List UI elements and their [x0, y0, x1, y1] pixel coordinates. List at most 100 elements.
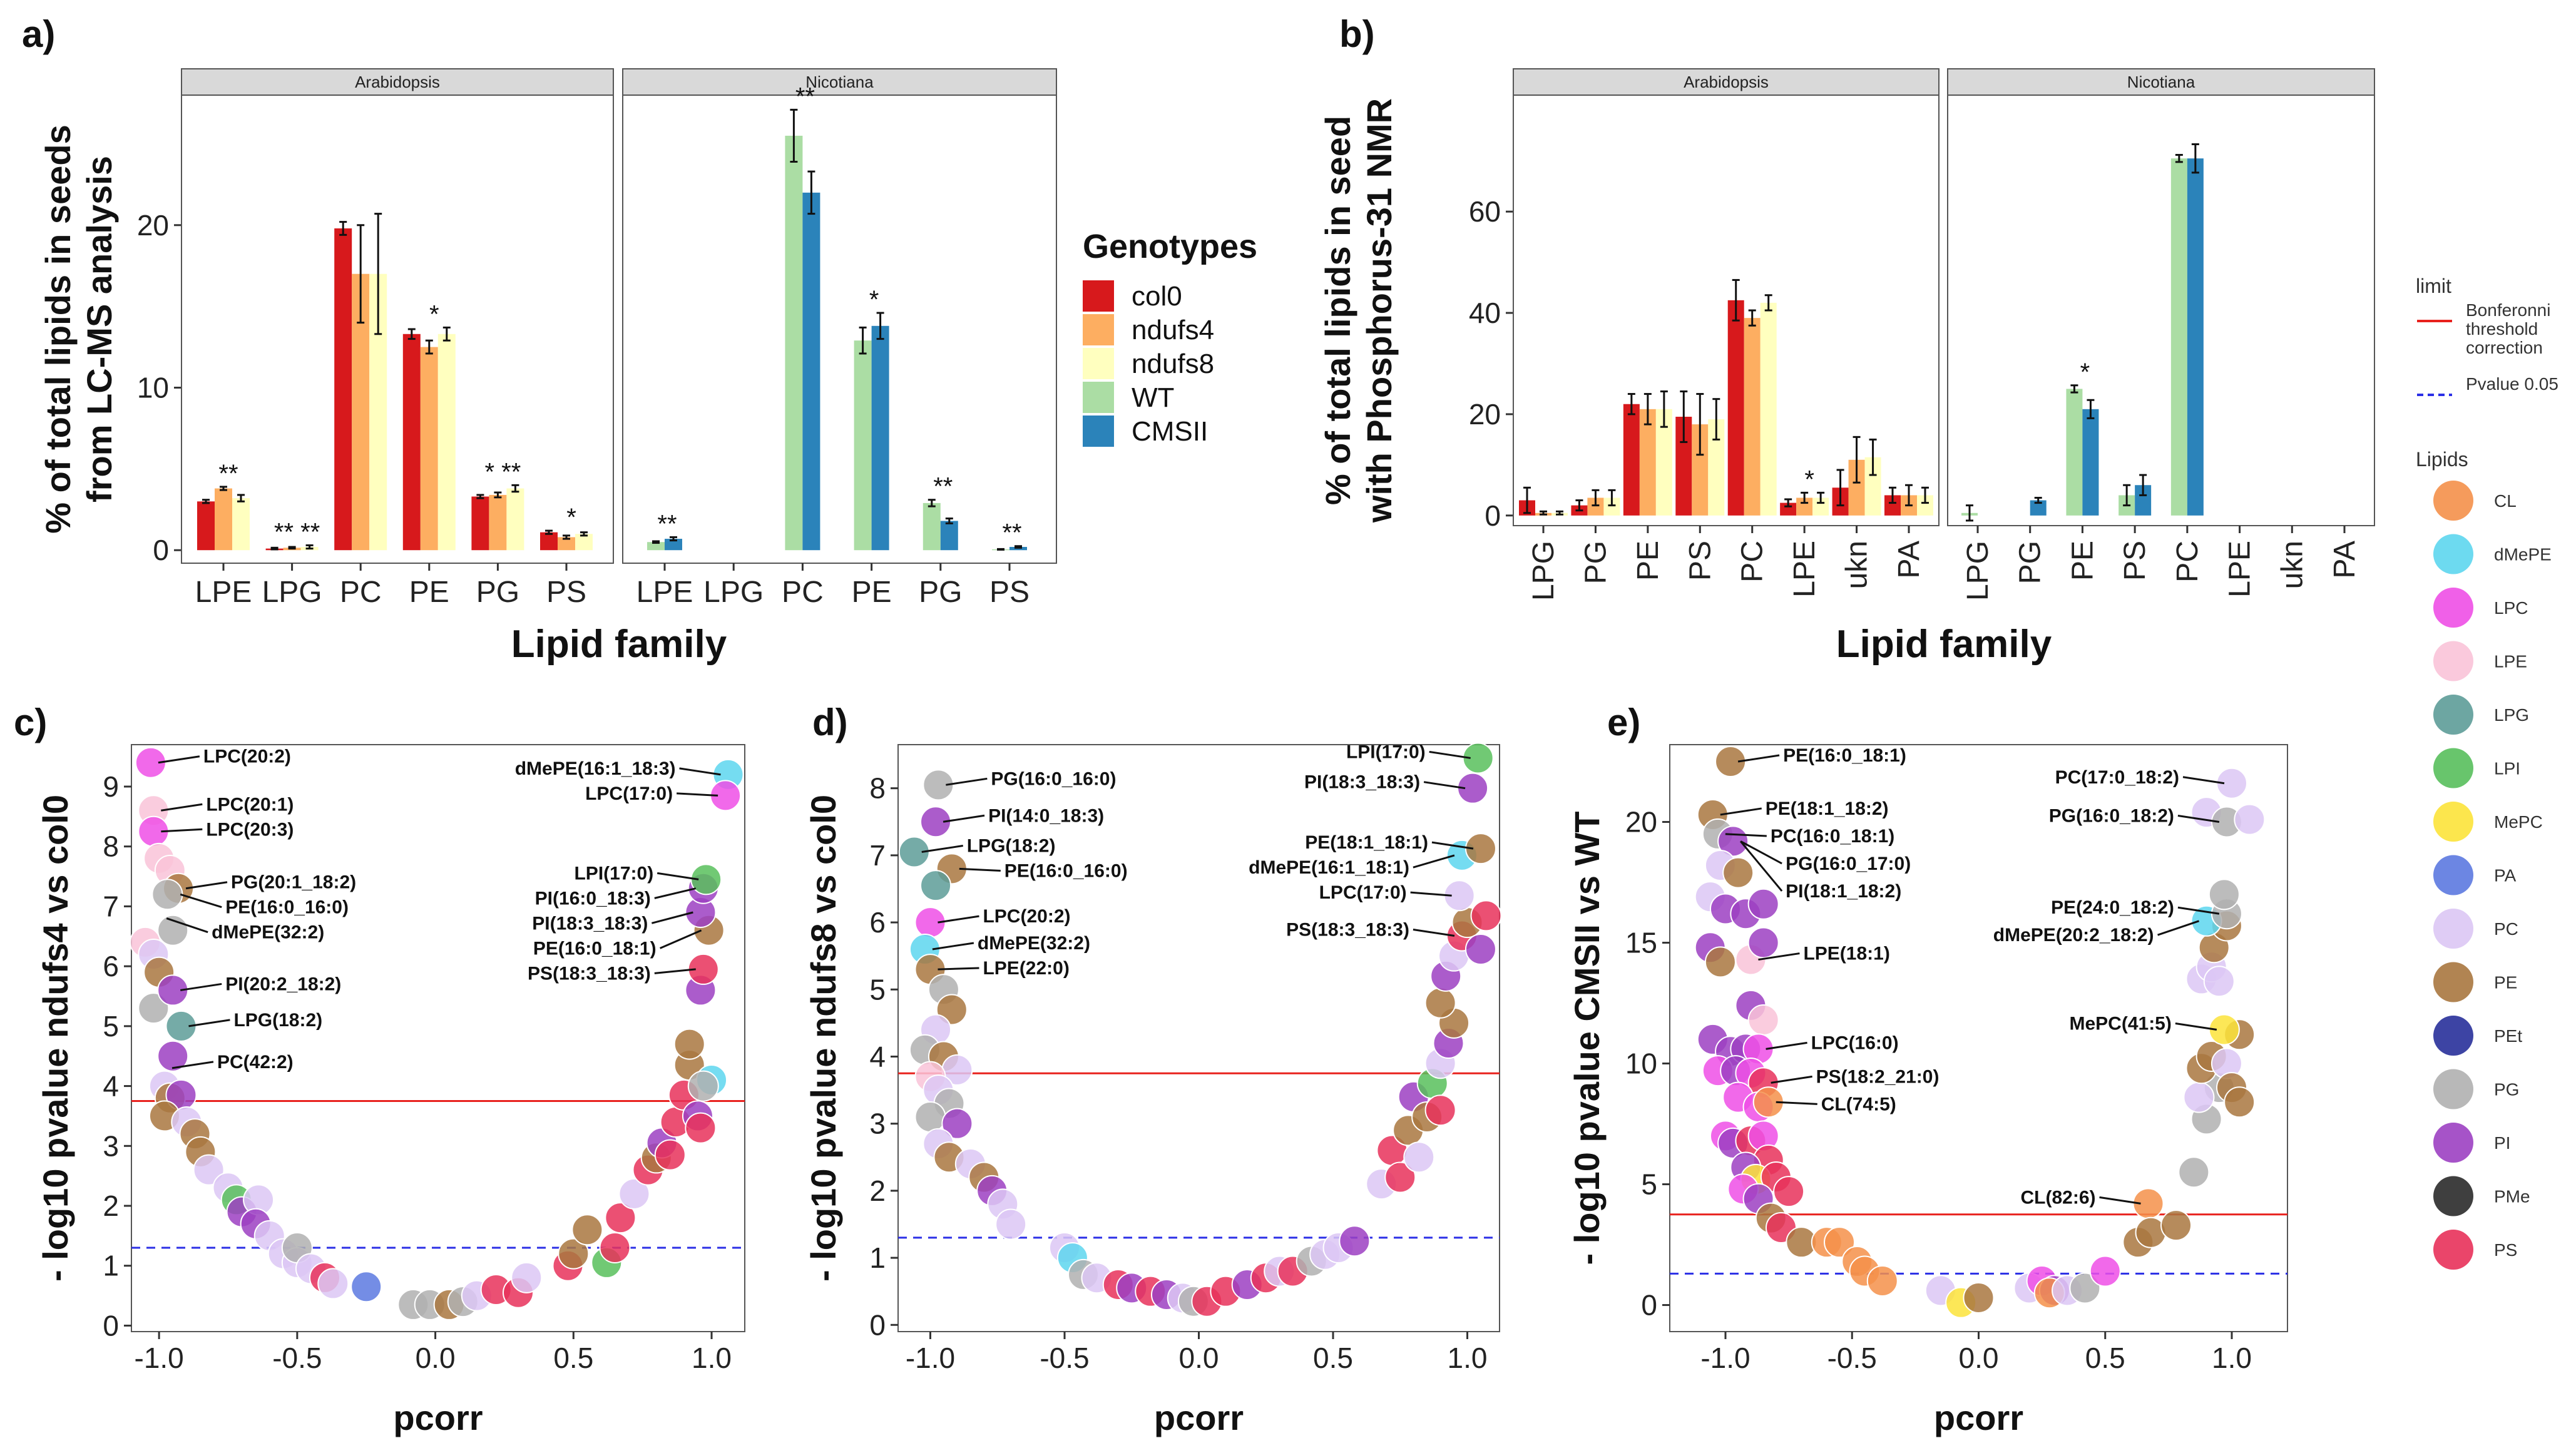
point-pc: [2234, 803, 2266, 835]
point-lpi: [1462, 742, 1494, 774]
legend-swatch-ndufs4: [1083, 314, 1114, 345]
y-tick-label: 5: [869, 973, 886, 1006]
x-tick-label: 1.0: [2212, 1342, 2252, 1374]
legend-dot-lpc: [2433, 588, 2473, 628]
limit-legend-label: Bonferonni: [2466, 300, 2550, 320]
y-axis-title: % of total lipids in seed with Phosphorus…: [1318, 98, 1399, 523]
bar-ndufs8: [506, 488, 524, 551]
point-label: dMePE(16:1_18:3): [515, 758, 676, 779]
bar-ndufs4: [1639, 409, 1656, 516]
label-leader: [2099, 1196, 2141, 1205]
x-tick-label: 0.5: [553, 1342, 593, 1374]
point-ps: [685, 1112, 717, 1144]
y-axis-title-line: % of total lipids in seeds: [38, 125, 78, 533]
point-pi: [920, 806, 952, 838]
label-leader: [2177, 906, 2220, 915]
point-pi: [157, 1040, 189, 1072]
limit-legend-label: Pvalue 0.05: [2466, 374, 2558, 394]
point-pi: [941, 1108, 973, 1139]
point-pc: [1403, 1141, 1435, 1173]
bar-ndufs8: [437, 334, 456, 551]
x-tick-label: PS: [989, 576, 1030, 609]
point-pg: [687, 1070, 719, 1102]
label-leader: [943, 814, 985, 823]
y-tick-label: 7: [869, 839, 886, 872]
panel-label-b: b): [1339, 13, 1375, 55]
y-tick-label: 2: [103, 1190, 119, 1222]
point-label: LPC(20:2): [983, 906, 1070, 927]
x-tick-label: 0.0: [1959, 1342, 1999, 1374]
point-pe: [1715, 746, 1747, 778]
label-leader: [651, 911, 693, 924]
lipid-legend-title: Lipids: [2416, 448, 2468, 471]
point-label: PI(16:0_18:3): [535, 888, 651, 909]
point-pc: [511, 1262, 543, 1293]
y-tick-label: 0: [1485, 499, 1501, 532]
x-tick-label: 0.5: [2085, 1342, 2125, 1374]
significance-stars: *: [429, 300, 439, 328]
label-leader: [677, 792, 718, 797]
point-pe: [571, 1214, 603, 1246]
legend-lipid-mepc: MePC: [2494, 812, 2543, 832]
point-label: LPC(17:0): [1319, 882, 1407, 903]
point-label: LPC(20:2): [203, 747, 291, 767]
y-axis-title-line: from LC-MS analysis: [79, 156, 119, 502]
significance-stars: **: [1002, 519, 1021, 547]
y-tick-label: 40: [1469, 297, 1501, 329]
point-pg: [923, 769, 954, 801]
point-pg: [914, 1101, 946, 1133]
x-tick-label: PG: [1579, 541, 1612, 584]
limit-legend-label: threshold: [2466, 319, 2538, 339]
x-tick-label: -0.5: [1040, 1342, 1089, 1374]
y-tick-label: 20: [1625, 806, 1657, 839]
significance-stars: *: [869, 286, 879, 314]
legend-dot-pi: [2433, 1123, 2473, 1163]
x-tick-label: -0.5: [1827, 1342, 1877, 1374]
y-axis-title-line: % of total lipids in seed: [1318, 116, 1357, 505]
point-pg: [2069, 1272, 2101, 1304]
bar-cmsii: [2187, 158, 2204, 516]
legend-dot-pme: [2433, 1176, 2473, 1216]
legend-lipid-dmepe: dMePE: [2494, 545, 2552, 564]
legend-label-cmsii: CMSII: [1132, 416, 1208, 447]
legend-dot-pg: [2433, 1069, 2473, 1109]
label-leader: [1429, 750, 1471, 759]
point-label: dMePE(32:2): [212, 922, 324, 943]
bar-wt: [2066, 389, 2083, 516]
label-leader: [1413, 929, 1455, 937]
y-tick-label: 5: [103, 1010, 119, 1043]
panel-label-d: d): [812, 701, 848, 743]
label-leader: [185, 881, 228, 890]
x-tick-label: -1.0: [135, 1342, 184, 1374]
legend-lipid-lpc: LPC: [2494, 598, 2528, 618]
y-tick-label: 5: [1641, 1168, 1657, 1201]
point-label: dMePE(20:2_18:2): [1993, 925, 2154, 946]
label-leader: [959, 867, 1001, 872]
point-ps: [1424, 1094, 1456, 1126]
legend-dot-pet: [2433, 1016, 2473, 1056]
point-label: PI(18:3_18:3): [532, 913, 648, 934]
point-pg: [2208, 879, 2240, 910]
point-label: LPE(22:0): [983, 958, 1069, 979]
y-tick-label: 0: [153, 534, 169, 566]
point-label: PI(18:1_18:2): [1786, 881, 1901, 902]
point-mepc: [2208, 1014, 2240, 1046]
point-lpe: [1747, 1004, 1779, 1036]
bar-col0: [197, 501, 215, 551]
x-axis-title: Lipid family: [1836, 623, 2052, 666]
point-lpg: [898, 836, 930, 868]
label-leader: [188, 1019, 230, 1027]
y-tick-label: 3: [103, 1129, 119, 1162]
point-ps: [605, 1202, 636, 1234]
y-tick-label: 7: [103, 890, 119, 922]
x-tick-label: 0.0: [1179, 1342, 1219, 1374]
bar-col0: [334, 228, 352, 551]
bar-col0: [1623, 404, 1640, 516]
genotype-legend-title: Genotypes: [1083, 228, 1257, 265]
x-tick-label: PE: [1632, 541, 1665, 581]
facet-title: Nicotiana: [2127, 73, 2195, 91]
legend-swatch-wt: [1083, 382, 1114, 413]
point-pc: [317, 1268, 349, 1300]
y-tick-label: 6: [103, 950, 119, 982]
label-leader: [938, 915, 979, 924]
